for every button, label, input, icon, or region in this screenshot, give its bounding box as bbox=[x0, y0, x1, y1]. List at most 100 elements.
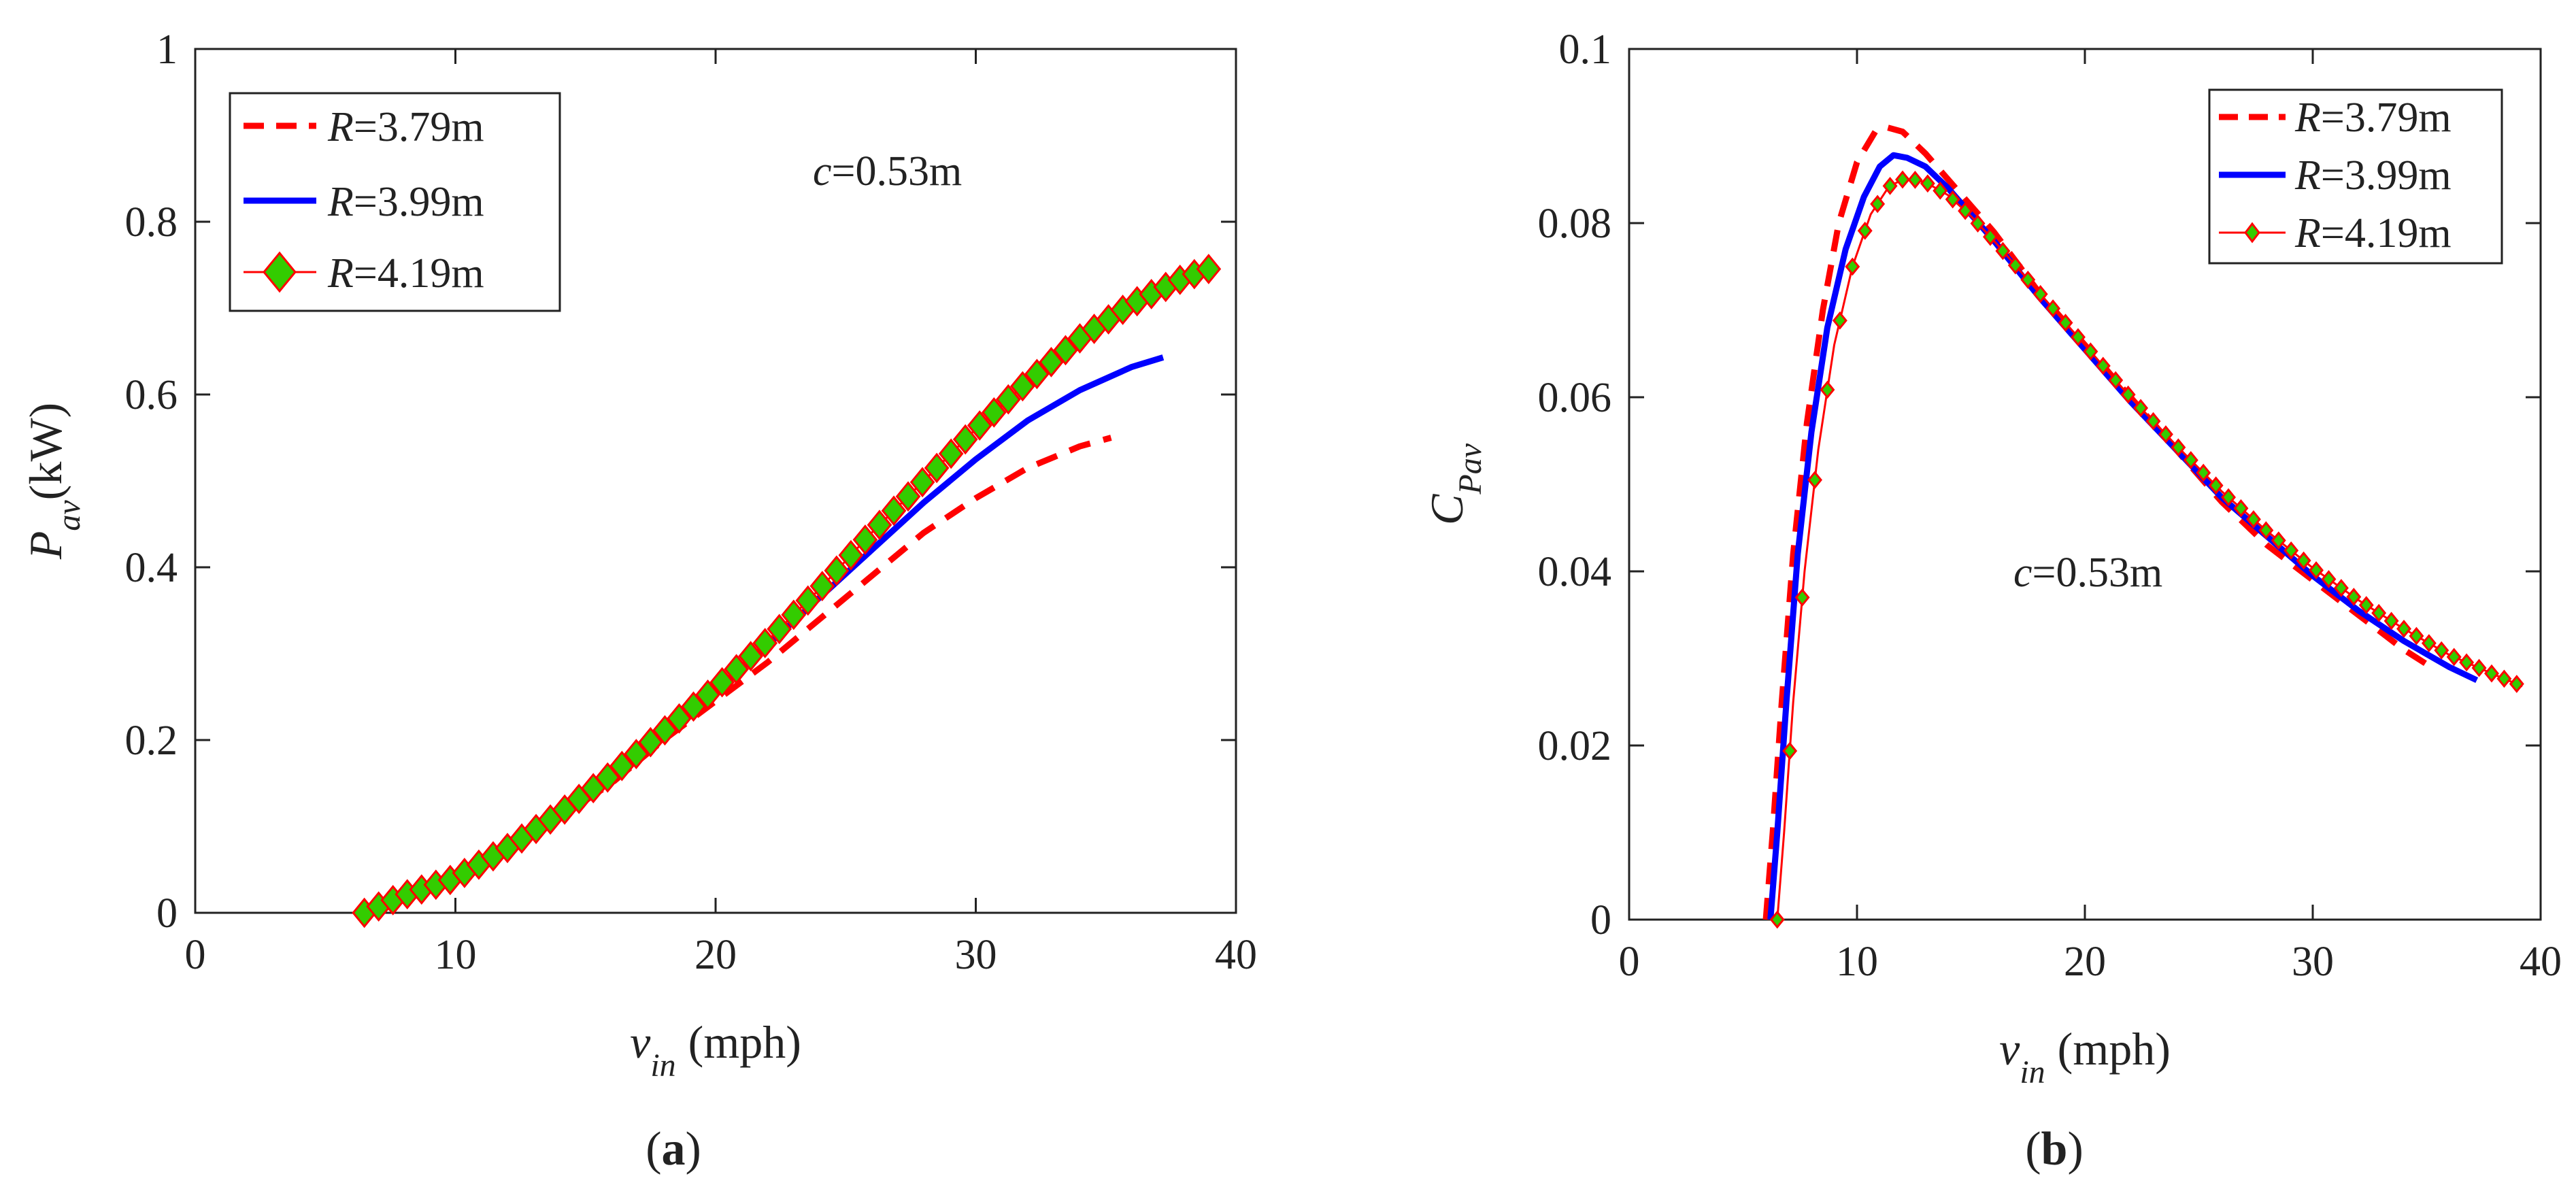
panel-b-ticks: 0 10 20 30 40 0 0.02 0.04 0.06 0.08 0.1 bbox=[1538, 27, 2562, 985]
panel-a-series-marker-3 bbox=[824, 555, 850, 586]
panel-b-series-marker-3 bbox=[2284, 541, 2299, 560]
panel-b-series-marker-3 bbox=[2083, 342, 2098, 361]
panel-b-series-marker-3 bbox=[2233, 499, 2249, 518]
panel-b-y-tick-label: 0.06 bbox=[1538, 375, 1612, 421]
panel-a-series-marker-3 bbox=[681, 691, 706, 722]
panel-b-legend-label-3: R=4.19m bbox=[2294, 210, 2452, 256]
panel-a-series-marker-3 bbox=[981, 397, 1007, 428]
panel-b-series-marker-3 bbox=[2070, 328, 2086, 347]
panel-b-y-tick-label: 0.04 bbox=[1538, 549, 1612, 595]
panel-b-series-marker-3 bbox=[2095, 356, 2111, 375]
panel-b-y-tick-label: 0.1 bbox=[1559, 27, 1612, 73]
panel-b-series-marker-3 bbox=[2321, 570, 2337, 588]
panel-b-y-tick-label: 0.02 bbox=[1538, 723, 1612, 769]
panel-b-series-marker-3 bbox=[2333, 579, 2349, 597]
panel-a-legend-marker-3 bbox=[263, 251, 297, 293]
panel-b-series-marker-3 bbox=[1845, 257, 1860, 276]
panel-b-series-marker-3 bbox=[2158, 425, 2173, 443]
panel-a-series-marker-3 bbox=[995, 384, 1021, 415]
panel-a-x-tick-label: 40 bbox=[1215, 932, 1257, 978]
panel-a-x-axis-label: vin (mph) bbox=[630, 1016, 801, 1084]
panel-a-series-marker-3 bbox=[895, 481, 921, 512]
panel-a-series bbox=[352, 254, 1222, 928]
panel-b-series bbox=[1762, 124, 2524, 929]
panel-a-series-marker-3 bbox=[952, 424, 978, 455]
panel-b-series-marker-3 bbox=[2245, 510, 2261, 529]
panel-a-series-marker-3 bbox=[695, 679, 720, 710]
panel-b-series-marker-3 bbox=[2058, 314, 2073, 332]
panel-b-series-marker-3 bbox=[1920, 174, 1935, 193]
panel-b-series-marker-3 bbox=[2221, 488, 2237, 507]
panel-a-y-tick-label: 1 bbox=[156, 27, 178, 73]
panel-a-series-marker-3 bbox=[867, 509, 892, 541]
panel-a-legend-label-2: R=3.99m bbox=[327, 179, 484, 225]
panel-b-x-tick-label: 40 bbox=[2520, 939, 2562, 985]
panel-a-series-marker-3 bbox=[881, 495, 907, 526]
panel-a-series-marker-3 bbox=[924, 452, 950, 484]
panel-b-series-marker-3 bbox=[2409, 626, 2424, 645]
panel-b-series-marker-3 bbox=[1820, 380, 1835, 399]
panel-a-series-marker-3 bbox=[667, 703, 692, 734]
panel-a-series-marker-3 bbox=[838, 539, 864, 571]
panel-b-series-marker-3 bbox=[1995, 241, 2011, 261]
panel-b-series-marker-3 bbox=[2033, 284, 2048, 303]
panel-b-legend-marker-3 bbox=[2244, 222, 2260, 244]
panel-a-y-tick-label: 0.8 bbox=[125, 199, 178, 246]
panel-a-series-marker-3 bbox=[1039, 347, 1064, 378]
panel-b-series-marker-3 bbox=[1857, 221, 1873, 240]
panel-b-series-marker-3 bbox=[2496, 669, 2512, 688]
panel-b-label: (b) bbox=[2025, 1123, 2084, 1175]
panel-b-series-marker-3 bbox=[1807, 471, 1822, 489]
panel-a-x-tick-label: 30 bbox=[955, 932, 997, 978]
panel-a-series-marker-3 bbox=[795, 585, 821, 616]
panel-b-series-marker-3 bbox=[2020, 270, 2036, 289]
panel-b-series-marker-3 bbox=[2358, 596, 2374, 614]
panel-b-x-tick-label: 20 bbox=[2064, 939, 2106, 985]
panel-b-series-marker-3 bbox=[1983, 227, 1998, 246]
panel-b-series-marker-3 bbox=[2296, 551, 2311, 570]
panel-a-series-marker-3 bbox=[767, 614, 792, 645]
panel-b-series-marker-3 bbox=[2133, 399, 2149, 418]
panel-b-series-marker-3 bbox=[1870, 195, 1886, 214]
panel-b-series-marker-3 bbox=[2371, 603, 2387, 622]
panel-a-legend: R=3.79m R=3.99m R=4.19m bbox=[229, 92, 561, 312]
panel-b-series-marker-3 bbox=[2509, 675, 2524, 693]
panel-a-series-marker-3 bbox=[938, 438, 964, 469]
panel-a-legend-label-3: R=4.19m bbox=[327, 250, 484, 297]
panel-a-y-tick-label: 0.2 bbox=[125, 718, 178, 764]
panel-a-y-tick-label: 0.6 bbox=[125, 372, 178, 418]
panel-a-y-tick-label: 0 bbox=[156, 890, 178, 937]
panel-b-series-marker-3 bbox=[2045, 299, 2061, 318]
panel-b-series-marker-3 bbox=[2171, 438, 2186, 457]
panel-a-series-marker-3 bbox=[909, 467, 935, 498]
panel-a-x-tick-label: 10 bbox=[435, 932, 477, 978]
panel-a-series-marker-3 bbox=[1053, 335, 1078, 366]
panel-b-series-marker-3 bbox=[1933, 181, 1948, 200]
panel-a-series-marker-3 bbox=[738, 641, 763, 672]
panel-a-series-marker-3 bbox=[595, 762, 620, 793]
panel-b-series-marker-3 bbox=[1907, 171, 1923, 189]
panel-a-series-marker-3 bbox=[1196, 254, 1222, 284]
panel-b-series-line-1 bbox=[1762, 124, 2433, 920]
panel-a-series-marker-3 bbox=[709, 667, 735, 698]
panel-b-series-marker-3 bbox=[1895, 170, 1910, 189]
panel-a-label: (a) bbox=[646, 1123, 701, 1175]
panel-b-legend-label-1: R=3.79m bbox=[2294, 95, 2452, 141]
panel-b-series-marker-3 bbox=[1958, 201, 1973, 220]
panel-b-x-tick-label: 0 bbox=[1619, 939, 1640, 985]
panel-b-series-marker-3 bbox=[2258, 521, 2274, 540]
panel-a-series-marker-3 bbox=[652, 715, 678, 746]
panel-a-series-marker-3 bbox=[967, 410, 992, 441]
panel-b-y-tick-label: 0 bbox=[1590, 897, 1611, 943]
panel-a-x-tick-label: 0 bbox=[185, 932, 206, 978]
panel-b-x-axis-label: vin (mph) bbox=[1999, 1023, 2171, 1090]
panel-b-legend: R=3.79m R=3.99m R=4.19m bbox=[2208, 88, 2503, 265]
panel-b-series-marker-3 bbox=[2309, 561, 2324, 580]
panel-a-y-tick-label: 0.4 bbox=[125, 545, 178, 591]
panel-b-series-marker-3 bbox=[2196, 463, 2211, 482]
panel-b-y-axis-label: CPav bbox=[1421, 443, 1488, 525]
panel-b-series-marker-3 bbox=[2007, 256, 2023, 275]
panel-b-series-marker-3 bbox=[2208, 476, 2224, 495]
panel-b-series-marker-3 bbox=[2346, 588, 2362, 606]
